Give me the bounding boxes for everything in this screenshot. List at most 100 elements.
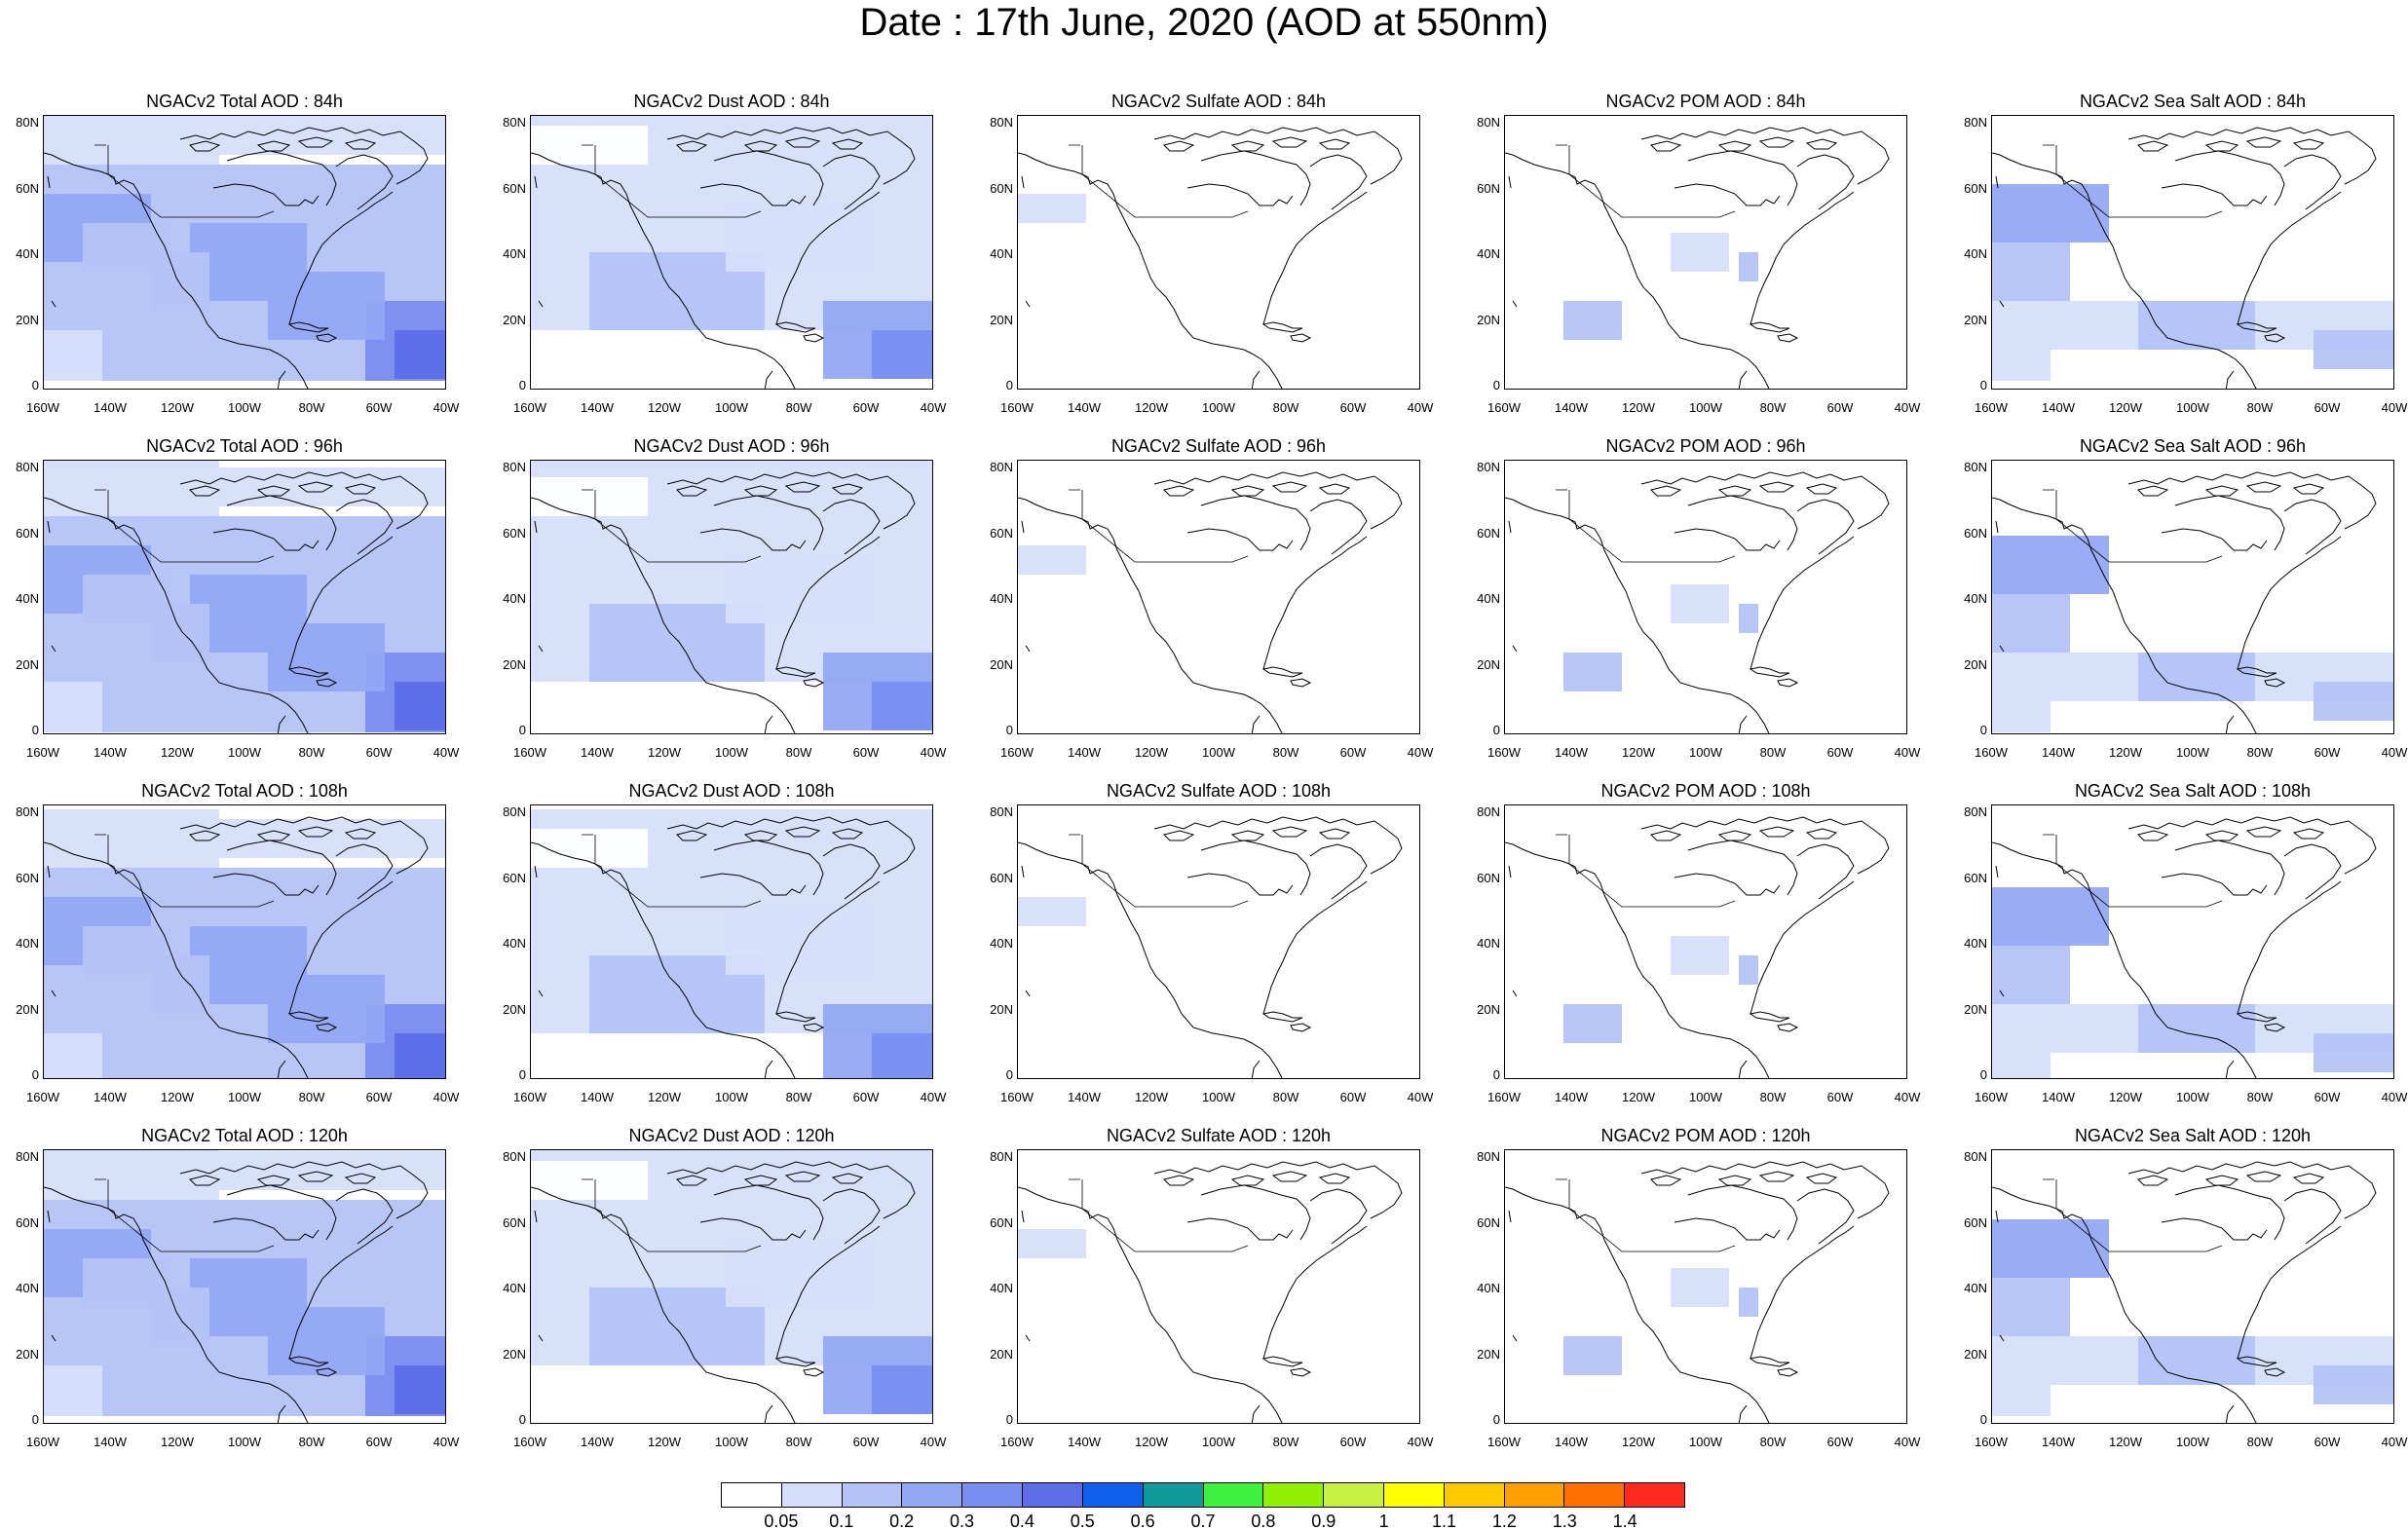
coastline: [743, 830, 778, 841]
political-border: [94, 489, 275, 563]
coastline: [822, 843, 881, 900]
longitude-tick-label: 60W: [2314, 1435, 2341, 1449]
map-panel: [1017, 115, 1420, 390]
longitude-tick-label: 120W: [161, 1435, 194, 1449]
longitude-tick-label: 80W: [298, 400, 325, 415]
coastline: [699, 183, 807, 206]
colorbar-swatch: [1564, 1483, 1626, 1507]
aod-shade-region: [1992, 536, 2109, 594]
coastline: [1290, 333, 1312, 343]
coastline: [1805, 1173, 1838, 1184]
aod-shade-region: [2314, 1365, 2393, 1404]
coastline: [1262, 191, 1368, 325]
longitude-tick-label: 140W: [1068, 745, 1101, 760]
coastline: [1230, 830, 1265, 841]
map-panel: [43, 115, 446, 390]
colorbar-swatch: [1082, 1483, 1144, 1507]
coastline: [1805, 828, 1838, 840]
latitude-tick-label: 80N: [503, 460, 526, 474]
aod-map: [44, 1150, 445, 1423]
latitude-tick-label: 0: [1979, 378, 1987, 392]
coastline: [277, 1060, 286, 1078]
coastline: [784, 1171, 821, 1182]
coastline: [1674, 183, 1781, 206]
longitude-tick-label: 40W: [433, 400, 460, 415]
latitude-tick-label: 0: [31, 1412, 39, 1427]
longitude-tick-label: 60W: [365, 1090, 393, 1104]
aod-shade-region: [872, 1033, 932, 1078]
aod-map: [44, 461, 445, 733]
aod-shade-region: [531, 1033, 648, 1078]
coastline: [2245, 136, 2282, 148]
aod-shade-region: [2138, 1004, 2255, 1053]
coastline: [713, 840, 824, 896]
coastline: [47, 1210, 51, 1223]
political-border: [1556, 1178, 1736, 1252]
coastline: [1153, 471, 1403, 530]
coastline: [1717, 1175, 1752, 1186]
longitude-tick-label: 100W: [2176, 400, 2209, 415]
coastline: [344, 1173, 377, 1184]
aod-map: [1018, 127, 1403, 389]
coastline: [287, 666, 329, 678]
political-border: [94, 144, 275, 218]
aod-shade-region: [1739, 252, 1758, 281]
longitude-tick-label: 100W: [228, 1090, 261, 1104]
latitude-tick-label: 40N: [503, 246, 526, 261]
coastline: [1505, 497, 1770, 733]
latitude-tick-label: 80N: [503, 1149, 526, 1164]
map-panel: [1991, 115, 2394, 390]
longitude-tick-label: 120W: [1622, 400, 1655, 415]
latitude-tick-label: 20N: [1964, 656, 1987, 672]
coastline: [288, 880, 394, 1015]
longitude-tick-label: 60W: [1339, 400, 1367, 415]
coastline: [1640, 1161, 1890, 1219]
coastline: [1505, 1186, 1770, 1423]
latitude-tick-label: 40N: [1964, 591, 1987, 606]
latitude-tick-label: 60N: [1477, 870, 1500, 885]
latitude-tick-label: 20N: [16, 312, 39, 327]
aod-shade-region: [268, 1307, 385, 1375]
longitude-tick-label: 140W: [2042, 1435, 2075, 1449]
political-border: [2043, 834, 2223, 908]
aod-shade-region: [1018, 1229, 1086, 1258]
longitude-tick-label: 140W: [1068, 400, 1101, 415]
aod-map: [44, 809, 445, 1078]
coastline: [47, 520, 51, 534]
latitude-tick-label: 20N: [1964, 1001, 1987, 1017]
longitude-tick-label: 80W: [2246, 1090, 2274, 1104]
aod-map: [44, 116, 445, 389]
colorbar-tick-label: 0.5: [1070, 1512, 1095, 1531]
coastline: [2283, 154, 2342, 210]
coastline: [297, 826, 334, 838]
longitude-tick-label: 40W: [1407, 1435, 1434, 1449]
coastline: [2225, 370, 2235, 389]
coastline: [1687, 495, 1798, 551]
longitude-tick-label: 80W: [2246, 745, 2274, 760]
aod-map: [1018, 1161, 1403, 1423]
political-border: [582, 834, 762, 908]
coastline: [1261, 321, 1303, 333]
coastline: [1163, 485, 1195, 497]
latitude-tick-label: 80N: [1477, 1149, 1500, 1164]
political-border: [1069, 144, 1249, 218]
coastline: [1995, 865, 1999, 878]
longitude-tick-label: 40W: [920, 1090, 947, 1104]
colorbar-tick-label: 0.6: [1130, 1512, 1155, 1531]
coastline: [2237, 880, 2342, 1015]
aod-shade-region: [872, 330, 932, 379]
latitude-tick-label: 20N: [16, 1001, 39, 1017]
coastline: [1251, 370, 1260, 389]
coastline: [1758, 1171, 1795, 1182]
coastline: [1650, 1175, 1682, 1186]
colorbar-tick-label: 0.4: [1009, 1512, 1035, 1531]
coastline: [1230, 485, 1265, 497]
longitude-tick-label: 60W: [1826, 1090, 1854, 1104]
coastline: [1251, 715, 1260, 733]
coastline: [344, 483, 377, 495]
coastline: [1999, 990, 2005, 997]
coastline: [2236, 321, 2277, 333]
latitude-tick-label: 0: [518, 1067, 526, 1082]
coastline: [1717, 485, 1752, 497]
coastline: [335, 843, 394, 900]
